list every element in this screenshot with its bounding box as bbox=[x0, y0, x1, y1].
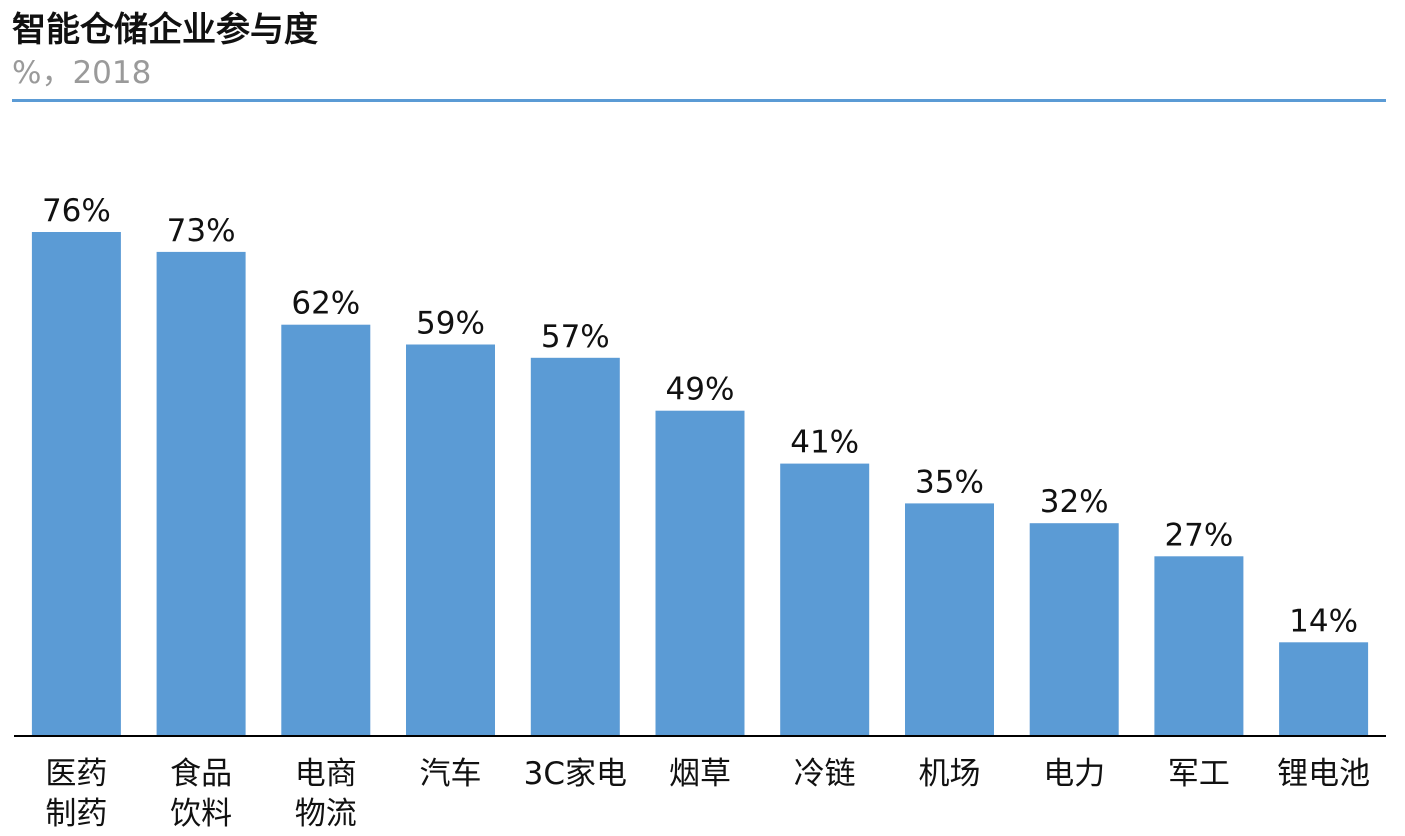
bar-7 bbox=[905, 503, 994, 735]
bar-value-label: 41% bbox=[790, 425, 859, 461]
bar-2 bbox=[281, 324, 371, 735]
bar-9 bbox=[1154, 556, 1244, 735]
bar-value-label: 59% bbox=[416, 306, 485, 342]
bar-6 bbox=[780, 463, 870, 735]
category-tick-label: 锂电池 bbox=[1277, 756, 1370, 792]
bar-5 bbox=[655, 410, 745, 735]
bar-value-label: 27% bbox=[1164, 517, 1233, 553]
chart-subtitle: %，2018 bbox=[12, 55, 152, 91]
category-tick-label: 制药 bbox=[45, 796, 107, 832]
title-divider bbox=[12, 99, 1386, 102]
category-tick-label: 医药 bbox=[45, 756, 107, 792]
category-tick-label: 食品 bbox=[170, 756, 232, 792]
bar-value-label: 14% bbox=[1289, 603, 1358, 639]
category-tick-label: 电力 bbox=[1043, 756, 1105, 792]
bar-10 bbox=[1279, 642, 1369, 735]
category-tick-label: 3C家电 bbox=[524, 756, 627, 792]
chart-title: 智能仓储企业参与度 bbox=[12, 10, 318, 50]
bar-1 bbox=[156, 251, 246, 735]
bar-value-label: 73% bbox=[167, 213, 236, 249]
category-tick-label: 饮料 bbox=[170, 796, 232, 832]
bar-0 bbox=[31, 232, 121, 735]
category-tick-label: 冷链 bbox=[794, 756, 856, 792]
category-tick-label: 机场 bbox=[919, 756, 981, 792]
category-tick-label: 军工 bbox=[1168, 756, 1230, 792]
bar-value-label: 76% bbox=[42, 193, 111, 229]
bar-value-label: 35% bbox=[915, 464, 984, 500]
bar-4 bbox=[530, 357, 620, 736]
category-tick-label: 汽车 bbox=[420, 756, 482, 792]
bar-value-label: 32% bbox=[1040, 484, 1109, 520]
bar-8 bbox=[1029, 523, 1119, 735]
category-tick-label: 电商 bbox=[295, 756, 357, 792]
bar-value-label: 62% bbox=[291, 286, 360, 322]
bar-3 bbox=[406, 344, 495, 735]
category-tick-label: 物流 bbox=[295, 796, 357, 832]
bar-value-label: 49% bbox=[666, 372, 735, 408]
bar-value-label: 57% bbox=[541, 319, 610, 355]
category-tick-label: 烟草 bbox=[669, 756, 731, 792]
